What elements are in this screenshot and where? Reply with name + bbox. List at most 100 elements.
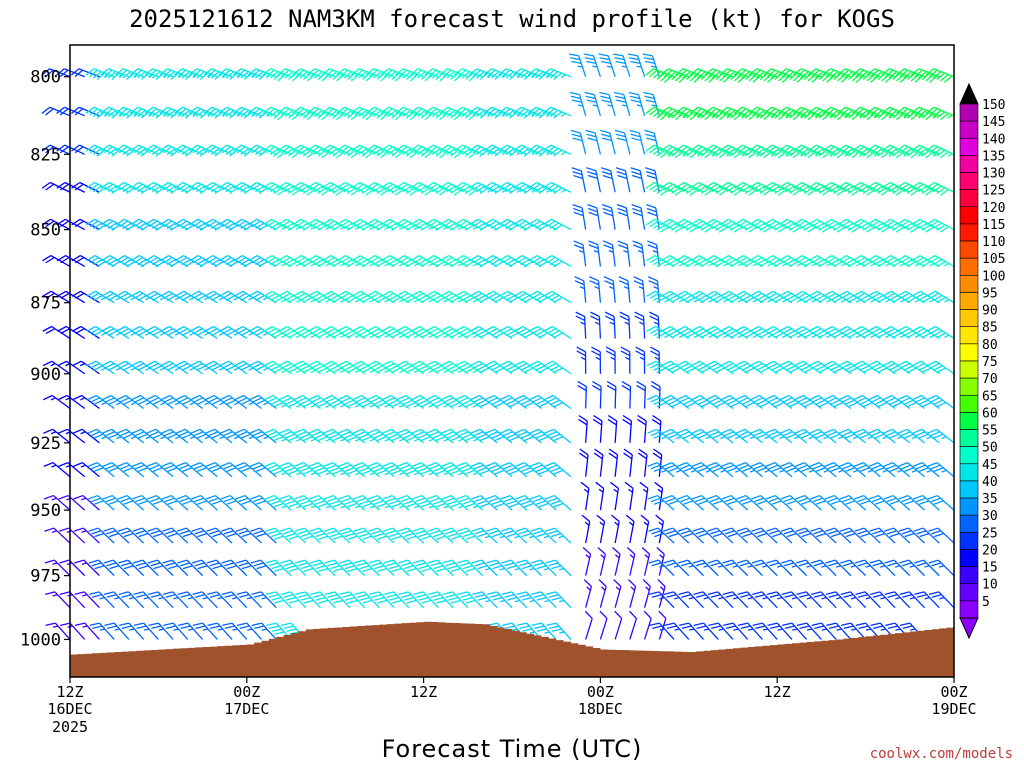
wind-barb [89,622,115,640]
wind-barb [675,106,704,121]
wind-barb [751,494,778,511]
wind-barb [86,290,115,304]
wind-barb [484,325,513,340]
wind-barb [486,527,513,544]
wind-barb [881,181,911,196]
wind-barb [692,559,719,577]
wind-barb [660,144,690,159]
wind-barb [748,106,778,121]
wind-barb [927,428,955,444]
wind-barb [635,346,646,374]
wind-barb [205,462,233,478]
wind-barb [262,68,292,82]
wind-barb [662,428,690,444]
wind-barb [380,181,410,196]
wind-barb [765,428,793,444]
wind-barb [578,414,588,443]
wind-barb [351,218,380,231]
wind-barb [189,290,218,304]
wind-barb [734,144,763,159]
wind-barb [597,547,606,576]
wind-barb [764,360,793,375]
colorbar-swatch [959,292,979,310]
wind-barb [854,559,881,577]
wind-barb [146,394,174,410]
colorbar-label: 105 [982,252,1005,267]
colorbar-label: 95 [982,286,998,301]
wind-barb [883,428,911,444]
wind-barb [307,290,336,304]
wind-barb [43,494,71,511]
wind-barb [513,144,542,157]
wind-barb [383,591,410,609]
wind-barb [515,494,542,511]
wind-barb [808,360,837,375]
wind-barb [637,414,647,443]
wind-barb [795,559,822,577]
wind-barb [810,527,837,544]
wind-barb [641,547,651,576]
wind-barb [235,462,262,478]
wind-barb [852,290,881,304]
wind-barb [544,428,572,444]
wind-barb [410,181,439,196]
wind-barb [648,527,675,544]
wind-barb [248,254,277,268]
wind-barb [884,527,911,544]
wind-barb [720,325,749,340]
wind-barb [705,360,734,375]
colorbar-swatch [959,206,979,225]
wind-barb [456,462,483,478]
wind-barb [778,68,807,83]
wind-barb [323,428,351,444]
wind-barb [792,106,822,121]
wind-barb [221,527,248,544]
wind-barb [262,144,292,159]
wind-barb [583,53,602,77]
wind-barb [87,394,115,410]
wind-barb [218,254,248,268]
wind-barb [145,254,174,268]
wind-barb [779,394,808,410]
wind-barb [599,91,616,116]
colorbar-label: 30 [982,509,998,524]
wind-barb [411,428,439,444]
wind-barb [396,325,424,340]
wind-barb [427,527,454,544]
wind-barb [42,290,71,304]
colorbar-swatch [959,275,979,293]
wind-barb [234,360,262,375]
wind-barb [130,181,159,195]
wind-barb [146,494,174,511]
wind-barb [690,254,719,268]
wind-barb [853,462,881,478]
wind-barb [159,218,189,231]
wind-barb [236,591,263,609]
wind-barb [613,579,622,608]
wind-barb [189,218,218,231]
wind-barb [380,144,410,159]
wind-barb [910,68,940,83]
wind-barb [264,428,292,444]
wind-barb [85,181,115,195]
wind-barb [439,181,469,196]
wind-barb [409,144,439,159]
wind-barb [133,622,159,640]
wind-barb [720,360,749,375]
wind-barb [705,325,734,340]
wind-barb [543,325,572,340]
y-tick-label: 950 [30,501,61,521]
wind-barb [823,360,852,375]
wind-barb [306,144,336,159]
wind-barb [824,462,852,478]
wind-barb [660,68,690,83]
wind-barb [796,591,822,609]
wind-barb [469,290,498,304]
wind-barb [822,181,852,196]
wind-barb [499,325,528,340]
wind-barb [605,346,616,374]
wind-barb [366,325,395,340]
wind-barb [365,68,395,82]
wind-barb [571,167,587,193]
x-tick-label: 00Z [587,683,614,701]
